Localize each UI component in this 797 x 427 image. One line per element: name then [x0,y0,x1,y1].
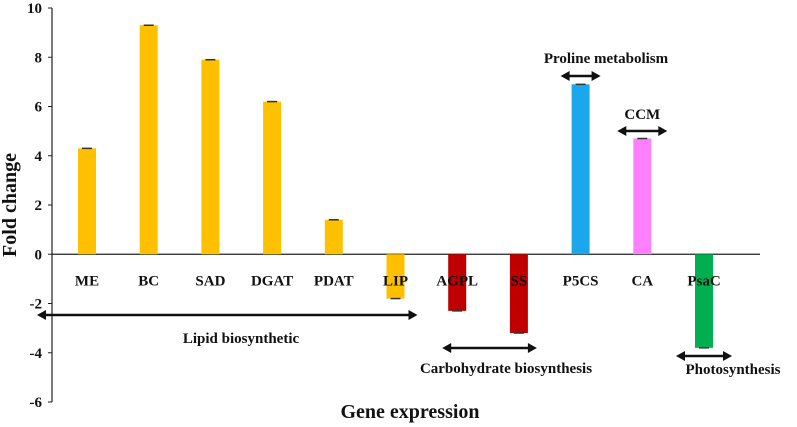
group-arrow-head [37,310,46,320]
group-arrow-head [591,71,601,81]
category-label: DGAT [251,273,293,289]
category-label: PDAT [314,273,354,289]
y-tick-label: 6 [35,100,43,116]
bar [263,101,282,255]
y-tick-label: 0 [35,247,43,263]
bar [509,254,528,334]
y-tick-label: -2 [30,297,43,313]
category-label: PsaC [687,273,720,289]
bar [78,148,96,255]
group-label: Photosynthesis [685,362,780,378]
bar [386,254,405,299]
y-tick-label: -6 [30,395,43,411]
y-tick-label: 8 [35,50,43,66]
y-tick-label: 4 [35,149,43,165]
group-label: CCM [624,107,660,123]
bar [695,254,713,348]
y-tick-label: 2 [35,198,43,214]
bar [571,84,590,255]
group-arrow-head [408,310,418,320]
y-ticks: -6 -4 -2 0 2 4 6 8 10 [27,1,52,411]
bar [139,25,158,255]
category-label: BC [138,273,159,289]
category-label: LIP [383,273,408,289]
group-arrow-head [560,71,570,81]
bar [633,138,652,255]
group-arrow-head [723,351,732,361]
group-arrow-head [617,126,627,136]
axes [51,8,760,402]
bars [78,24,713,349]
bar [201,59,220,255]
group-label: Carbohydrate biosynthesis [420,361,592,377]
y-tick-label: 10 [27,1,42,17]
category-labels: ME BC SAD DGAT PDAT LIP AGPL SS P5CS CA PsaC [75,273,721,289]
group-arrow-head [527,343,537,353]
category-label: AGPL [436,273,478,289]
group-arrow-head [442,343,452,353]
category-label: CA [631,273,653,289]
group-label: Lipid biosynthetic [183,331,300,347]
bar [324,219,343,255]
category-label: SS [511,273,528,289]
category-label: SAD [195,273,225,289]
group-arrow-head [676,351,685,361]
group-arrow-head [658,126,668,136]
y-axis-title: Fold change [0,153,21,257]
x-axis-title: Gene expression [340,401,479,423]
category-label: ME [75,273,99,289]
group-label: Proline metabolism [544,51,669,67]
category-label: P5CS [563,273,599,289]
group-annotations: Lipid biosynthetic Carbohydrate biosynthe… [37,51,781,378]
y-tick-label: -4 [30,346,43,362]
bar [448,254,467,311]
